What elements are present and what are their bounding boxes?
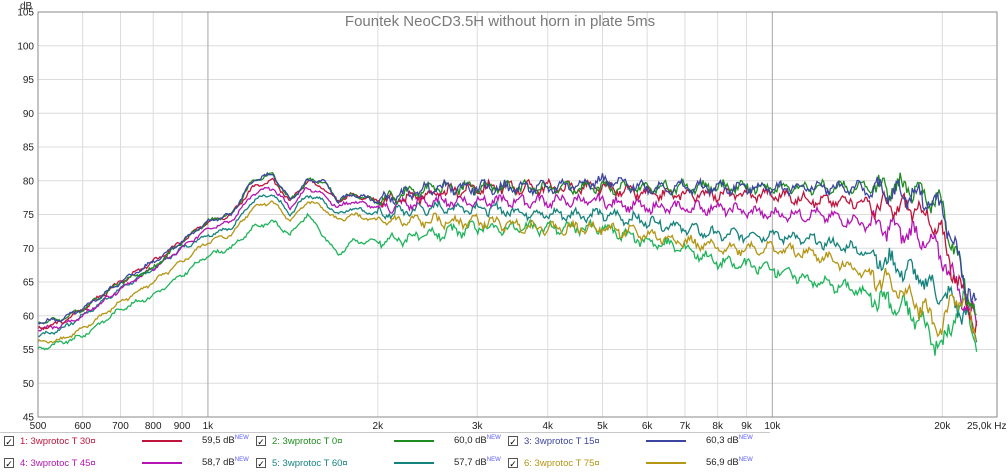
x-tick-label-13: 9k bbox=[741, 421, 753, 432]
legend-level-5: 57,7 dBNEW bbox=[454, 457, 501, 469]
y-tick-label-2: 55 bbox=[23, 345, 35, 356]
x-tick-label-1: 600 bbox=[74, 421, 91, 432]
plot-frame bbox=[37, 11, 998, 418]
series-line-7 bbox=[37, 212, 978, 356]
chart-title: Fountek NeoCD3.5H without horn in plate … bbox=[345, 13, 655, 30]
series-line-3 bbox=[37, 171, 978, 325]
x-tick-labels: 500 600 700 800 900 1k 2k 3k 4k 5k 6k 7k 8k 9k 10k 20k 2… bbox=[30, 421, 1007, 432]
legend-new-badge-2: NEW bbox=[486, 435, 501, 442]
legend-item-5[interactable]: ✓ 5: 3wprotoc T 60¤ 57,7 dBNEW bbox=[256, 454, 501, 472]
legend-separator bbox=[0, 432, 770, 433]
legend: ✓ 1: 3wprotoc T 30¤ 59,5 dBNEW ✓ 2: 3wprotoc… bbox=[0, 432, 770, 476]
legend-new-badge-1: NEW bbox=[234, 435, 249, 442]
x-tick-label-11: 7k bbox=[680, 421, 692, 432]
x-tick-label-10: 6k bbox=[642, 421, 654, 432]
legend-level-2: 60,0 dBNEW bbox=[454, 435, 501, 447]
legend-checkbox-4[interactable]: ✓ bbox=[4, 458, 14, 469]
series-line-6 bbox=[37, 200, 978, 344]
legend-name-3: 3: 3wprotoc T 15¤ bbox=[524, 435, 600, 447]
legend-name-6: 6: 3wprotoc T 75¤ bbox=[524, 457, 600, 469]
y-tick-label-10: 95 bbox=[23, 75, 35, 86]
legend-new-badge-5: NEW bbox=[486, 457, 501, 464]
y-tick-label-1: 50 bbox=[23, 379, 35, 390]
legend-checkbox-3[interactable]: ✓ bbox=[508, 436, 518, 447]
legend-level-4: 58,7 dBNEW bbox=[202, 457, 249, 469]
legend-name-4: 4: 3wprotoc T 45¤ bbox=[20, 457, 96, 469]
x-tick-label-16: 25,0k Hz bbox=[967, 421, 1006, 432]
legend-swatch-5 bbox=[394, 462, 434, 464]
legend-item-4[interactable]: ✓ 4: 3wprotoc T 45¤ 58,7 dBNEW bbox=[4, 454, 249, 472]
legend-item-1[interactable]: ✓ 1: 3wprotoc T 30¤ 59,5 dBNEW bbox=[4, 432, 249, 450]
y-tick-label-4: 65 bbox=[23, 278, 35, 289]
x-tick-label-15: 20k bbox=[934, 421, 951, 432]
legend-swatch-2 bbox=[394, 440, 434, 442]
y-tick-label-9: 90 bbox=[23, 109, 35, 120]
x-tick-label-8: 4k bbox=[542, 421, 554, 432]
x-tick-label-9: 5k bbox=[597, 421, 609, 432]
y-tick-labels: 45 50 55 60 65 70 75 80 85 90 95 100 105 bbox=[17, 8, 34, 424]
x-tick-label-6: 2k bbox=[373, 421, 385, 432]
legend-swatch-3 bbox=[646, 440, 686, 442]
x-tick-label-0: 500 bbox=[30, 421, 47, 432]
series-line-2 bbox=[37, 171, 977, 325]
plot-background bbox=[0, 0, 1008, 432]
y-tick-label-7: 80 bbox=[23, 176, 35, 187]
legend-checkbox-2[interactable]: ✓ bbox=[256, 436, 266, 447]
legend-swatch-6 bbox=[646, 462, 686, 464]
legend-new-badge-6: NEW bbox=[738, 457, 753, 464]
frequency-response-chart: 45 50 55 60 65 70 75 80 85 90 95 100 105 500 600 700 80… bbox=[0, 0, 1008, 432]
y-tick-label-8: 85 bbox=[23, 143, 35, 154]
legend-swatch-4 bbox=[142, 462, 182, 464]
legend-item-6[interactable]: ✓ 6: 3wprotoc T 75¤ 56,9 dBNEW bbox=[508, 454, 753, 472]
x-tick-label-14: 10k bbox=[764, 421, 781, 432]
y-tick-label-0: 45 bbox=[23, 413, 35, 424]
legend-name-1: 1: 3wprotoc T 30¤ bbox=[20, 435, 96, 447]
legend-level-1: 59,5 dBNEW bbox=[202, 435, 249, 447]
legend-item-3[interactable]: ✓ 3: 3wprotoc T 15¤ 60,3 dBNEW bbox=[508, 432, 753, 450]
x-tick-label-12: 8k bbox=[712, 421, 724, 432]
legend-level-6: 56,9 dBNEW bbox=[706, 457, 753, 469]
legend-new-badge-4: NEW bbox=[234, 457, 249, 464]
legend-item-2[interactable]: ✓ 2: 3wprotoc T 0¤ 60,0 dBNEW bbox=[256, 432, 501, 450]
series-line-5 bbox=[37, 194, 978, 343]
legend-level-3: 60,3 dBNEW bbox=[706, 435, 753, 447]
x-tick-label-4: 900 bbox=[174, 421, 191, 432]
x-tick-label-3: 800 bbox=[145, 421, 162, 432]
legend-checkbox-5[interactable]: ✓ bbox=[256, 458, 266, 469]
legend-name-5: 5: 3wprotoc T 60¤ bbox=[272, 457, 348, 469]
series-lines bbox=[37, 171, 978, 356]
legend-swatch-1 bbox=[142, 440, 182, 442]
legend-checkbox-6[interactable]: ✓ bbox=[508, 458, 518, 469]
x-tick-label-2: 700 bbox=[112, 421, 129, 432]
y-tick-label-11: 100 bbox=[17, 41, 34, 52]
y-tick-label-5: 70 bbox=[23, 244, 35, 255]
series-line-4 bbox=[37, 186, 978, 332]
x-tick-label-7: 3k bbox=[472, 421, 484, 432]
y-tick-label-6: 75 bbox=[23, 210, 35, 221]
y-axis-label: dB bbox=[20, 1, 33, 12]
y-tick-label-3: 60 bbox=[23, 311, 35, 322]
legend-name-2: 2: 3wprotoc T 0¤ bbox=[272, 435, 343, 447]
legend-new-badge-3: NEW bbox=[738, 435, 753, 442]
x-tick-label-5: 1k bbox=[203, 421, 215, 432]
legend-checkbox-1[interactable]: ✓ bbox=[4, 436, 14, 447]
y-tick-label-12: 105 bbox=[17, 8, 34, 19]
